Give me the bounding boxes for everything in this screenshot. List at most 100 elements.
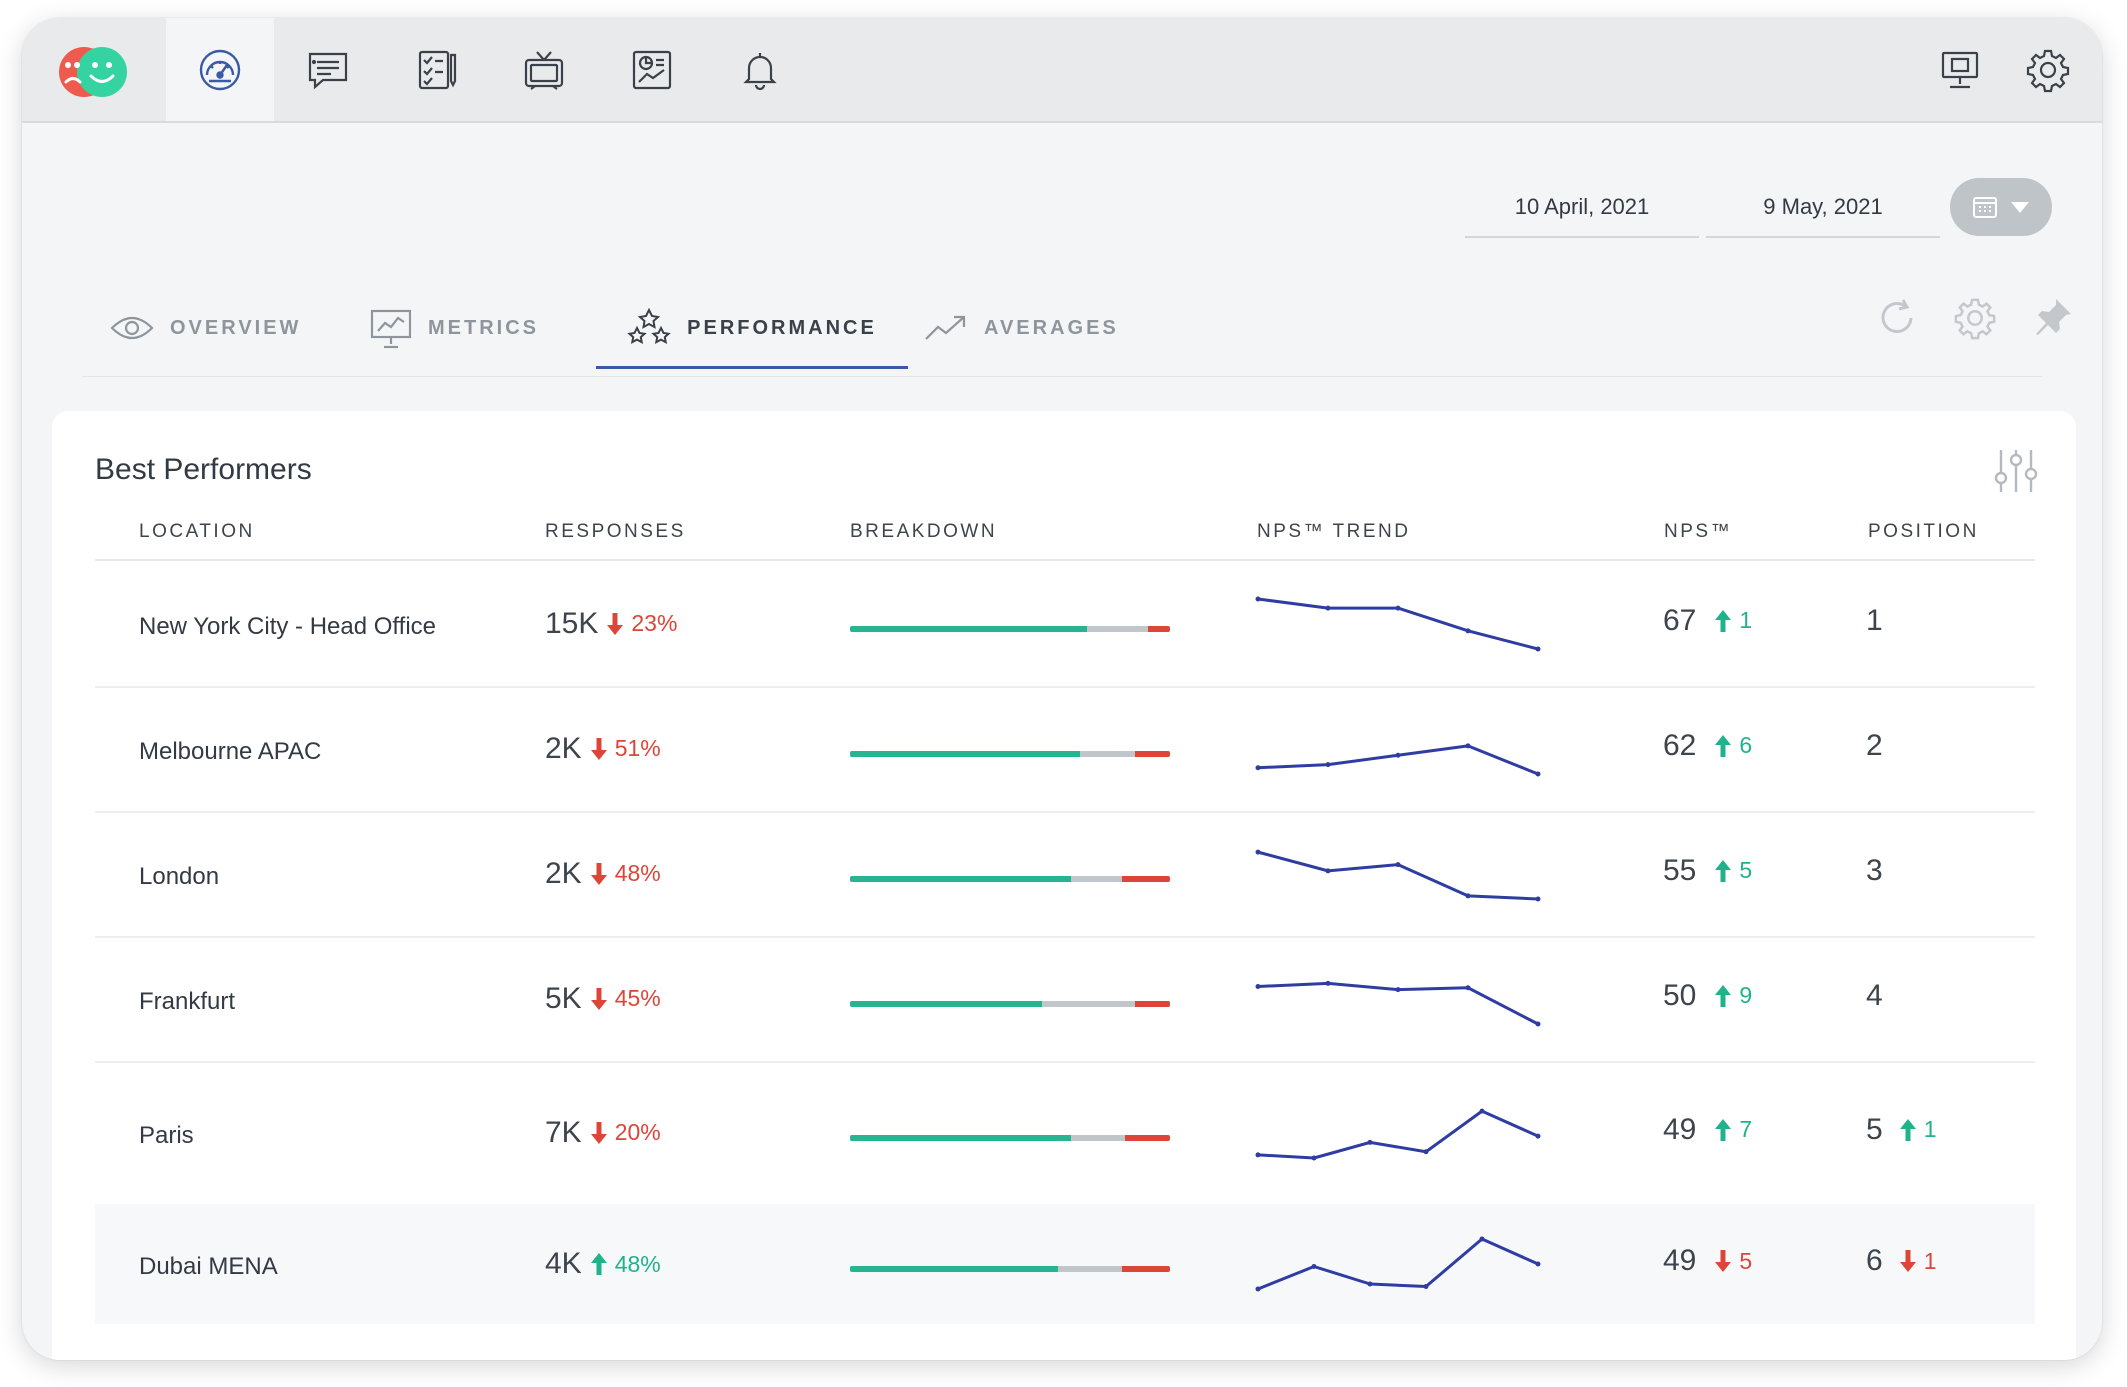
responses-count: 7K: [545, 1115, 582, 1149]
breakdown-bar: [850, 1134, 1170, 1141]
position-rank: 4: [1866, 978, 1883, 1012]
table-row[interactable]: Melbourne APAC 2K 51% 62 6 2: [95, 686, 2035, 813]
column-header-position[interactable]: POSITION: [1868, 521, 1979, 542]
end-date-field[interactable]: 9 May, 2021: [1706, 178, 1940, 238]
trend-point: [1535, 896, 1541, 901]
nps-change: 1: [1714, 607, 1752, 634]
nps-change: 7: [1714, 1116, 1752, 1143]
column-header-responses[interactable]: RESPONSES: [545, 521, 686, 542]
refresh-icon[interactable]: [1875, 296, 1919, 340]
location-name: London: [139, 862, 220, 890]
logo-icon[interactable]: [57, 45, 129, 99]
column-header-nps-trend[interactable]: NPS™ TREND: [1257, 521, 1411, 542]
table-row[interactable]: Dubai MENA 4K 48% 49 5 6 1: [95, 1204, 2035, 1324]
detractors-segment: [1121, 875, 1170, 882]
trend-line: [1257, 850, 1539, 900]
eye-icon: [110, 316, 154, 340]
calendar-dropdown-button[interactable]: [1950, 178, 2052, 236]
tab-metrics[interactable]: METRICS: [370, 290, 539, 366]
nav-dashboard[interactable]: [166, 18, 274, 121]
nav-surveys[interactable]: [382, 18, 490, 121]
breakdown-bar: [850, 625, 1170, 632]
passives-segment: [1058, 1266, 1122, 1272]
position-rank: 2: [1866, 728, 1883, 762]
pin-icon[interactable]: [2030, 296, 2074, 340]
dashboard-icon: [199, 49, 241, 90]
trend-point: [1535, 1261, 1541, 1267]
nps-trend-sparkline: [1255, 596, 1541, 651]
responses-count: 2K: [545, 731, 582, 765]
column-header-nps[interactable]: NPS™: [1664, 521, 1733, 542]
table-row[interactable]: Paris 7K 20% 49 7 5 1: [95, 1061, 2035, 1206]
trend-point: [1465, 984, 1471, 990]
nps-trend-sparkline: [1255, 849, 1541, 901]
nps-cell: 49 7: [1663, 1055, 1752, 1204]
nps-change-value: 5: [1739, 1247, 1753, 1274]
nps-cell: 62 6: [1663, 680, 1752, 811]
trend-point: [1311, 1264, 1317, 1269]
arrow-up-icon: [590, 1253, 607, 1275]
responses-cell: 5K 45%: [545, 936, 661, 1061]
nps-score: 49: [1663, 1244, 1697, 1277]
settings-button[interactable]: [2008, 18, 2088, 121]
trend-point: [1367, 1281, 1373, 1287]
trend-point: [1325, 980, 1331, 986]
nav-tv-display[interactable]: [490, 18, 598, 121]
location-cell: Melbourne APAC: [139, 692, 321, 811]
detractors-segment: [1134, 750, 1170, 757]
nps-cell: 55 5: [1663, 805, 1752, 936]
trend-point: [1255, 764, 1261, 770]
table-row[interactable]: New York City - Head Office 15K 23% 67 1 1: [95, 561, 2035, 688]
passives-segment: [1042, 1000, 1135, 1007]
responses-count: 15K: [545, 606, 599, 640]
tab-averages[interactable]: AVERAGES: [924, 290, 1119, 366]
detractors-segment: [1147, 625, 1170, 632]
filter-sliders-icon[interactable]: [1991, 446, 2041, 496]
tab-performance-label: PERFORMANCE: [687, 316, 877, 339]
trend-point: [1479, 1108, 1485, 1114]
passives-segment: [1086, 625, 1148, 632]
tab-overview[interactable]: OVERVIEW: [110, 290, 301, 366]
trend-point: [1367, 1139, 1373, 1145]
tab-performance[interactable]: PERFORMANCE: [596, 290, 908, 369]
nps-change: 5: [1714, 857, 1752, 884]
nps-score: 50: [1663, 978, 1697, 1012]
position-cell: 4: [1866, 930, 1883, 1061]
trend-point: [1535, 1021, 1541, 1026]
position-rank: 1: [1866, 603, 1883, 637]
position-rank: 5: [1866, 1112, 1883, 1146]
nav-notifications[interactable]: [706, 18, 814, 121]
presentation-chart-icon: [370, 309, 412, 349]
arrow-down-icon: [1715, 1250, 1732, 1272]
start-date-field[interactable]: 10 April, 2021: [1465, 178, 1699, 238]
arrow-up-icon: [1715, 734, 1732, 757]
detractors-segment: [1125, 1134, 1170, 1141]
responses-change: 48%: [590, 1251, 661, 1278]
trend-point: [1325, 761, 1331, 767]
responses-change: 20%: [590, 1119, 661, 1146]
tab-averages-label: AVERAGES: [984, 316, 1119, 339]
trend-point: [1423, 1148, 1429, 1154]
responses-change-value: 48%: [614, 860, 661, 886]
responses-cell: 7K 20%: [545, 1061, 661, 1204]
report-chart-icon: [632, 50, 672, 89]
table-row[interactable]: London 2K 48% 55 5 3: [95, 811, 2035, 938]
responses-cell: 15K 23%: [545, 561, 677, 686]
tab-metrics-label: METRICS: [428, 316, 539, 339]
column-header-location[interactable]: LOCATION: [139, 521, 255, 542]
position-rank: 3: [1866, 853, 1883, 887]
arrow-down-icon: [590, 1121, 607, 1144]
location-cell: New York City - Head Office: [139, 567, 436, 686]
table-row[interactable]: Frankfurt 5K 45% 50 9 4: [95, 936, 2035, 1063]
gear-icon: [2026, 49, 2070, 92]
gear-icon[interactable]: [1953, 296, 1997, 340]
location-cell: Paris: [139, 1067, 194, 1204]
nav-feedback[interactable]: [274, 18, 382, 121]
tab-overview-label: OVERVIEW: [170, 316, 302, 339]
trend-point: [1255, 983, 1261, 989]
nav-reports[interactable]: [598, 18, 706, 121]
bell-icon: [743, 52, 777, 90]
position-cell: 2: [1866, 680, 1883, 811]
column-header-breakdown[interactable]: BREAKDOWN: [850, 521, 998, 542]
presentation-mode-button[interactable]: [1920, 18, 2000, 121]
